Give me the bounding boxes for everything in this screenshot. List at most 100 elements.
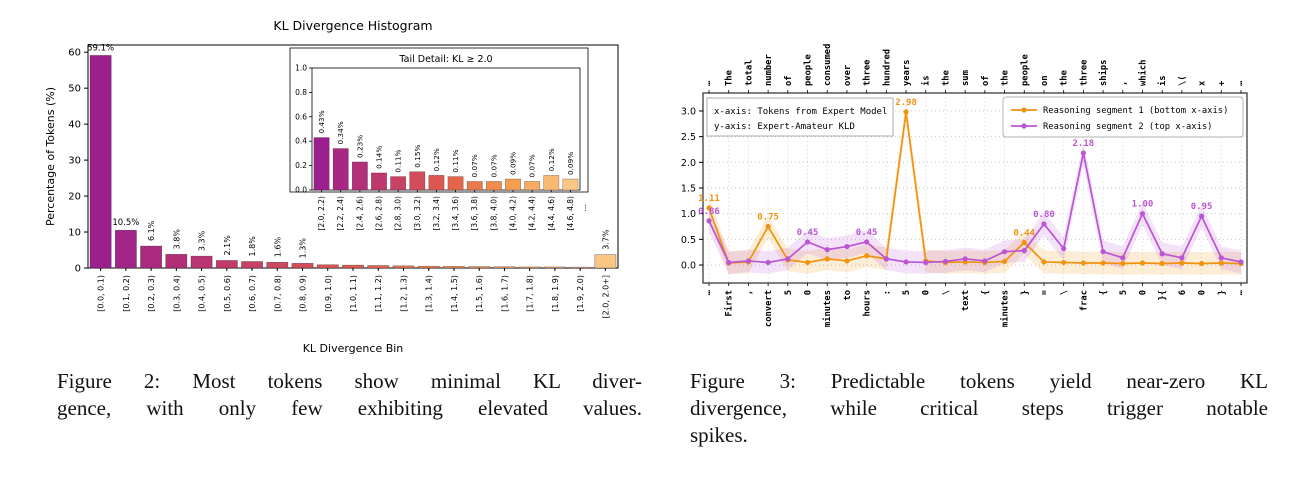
svg-text:0.75: 0.75: [757, 213, 779, 223]
svg-text:1.5: 1.5: [681, 184, 696, 195]
svg-text:0: 0: [804, 290, 814, 295]
svg-text:minutes: minutes: [1000, 290, 1011, 327]
svg-text:0.15%: 0.15%: [413, 144, 422, 167]
svg-text:0.95: 0.95: [1191, 202, 1213, 212]
svg-text:0: 0: [1138, 290, 1148, 295]
svg-text:KL Divergence Bin: KL Divergence Bin: [303, 342, 404, 355]
svg-text:30: 30: [68, 156, 81, 167]
svg-text:text: text: [961, 290, 971, 311]
svg-text:10.5%: 10.5%: [112, 218, 139, 228]
svg-text:5: 5: [1119, 290, 1129, 295]
svg-text:number: number: [764, 54, 774, 86]
legend: Reasoning segment 1 (bottom x-axis) Reaso…: [1002, 96, 1244, 138]
svg-text:[0.8, 0.9): [0.8, 0.9): [299, 275, 308, 312]
svg-text:of: of: [784, 75, 794, 86]
svg-text:0.09%: 0.09%: [509, 152, 518, 175]
svg-text:[2.4, 2.6): [2.4, 2.6): [355, 196, 364, 231]
svg-text:sum: sum: [961, 70, 971, 86]
svg-text:[3.6, 3.8): [3.6, 3.8): [470, 196, 479, 231]
svg-text:0.12%: 0.12%: [547, 148, 556, 171]
svg-text:hours: hours: [863, 290, 873, 316]
svg-text:+: +: [1217, 81, 1227, 86]
svg-text:[2.8, 3.0): [2.8, 3.0): [394, 196, 403, 231]
svg-text:Reasoning segment 2 (top x-axi: Reasoning segment 2 (top x-axis): [1043, 122, 1212, 132]
svg-text:3.0: 3.0: [681, 106, 696, 117]
svg-text:on: on: [1040, 75, 1050, 86]
svg-text:,: ,: [1119, 81, 1129, 86]
svg-text:}{: }{: [1158, 290, 1168, 301]
point-labels: 1.11 0.75 2.98 0.44 0.86 0.45 0.45 0.80 2.18 1.00…: [698, 98, 1212, 238]
svg-text:[1.3, 1.4): [1.3, 1.4): [425, 275, 434, 312]
svg-text:40: 40: [68, 120, 81, 131]
svg-text:minutes: minutes: [822, 290, 833, 327]
svg-text:is: is: [921, 75, 932, 86]
svg-text:0.14%: 0.14%: [375, 146, 384, 169]
svg-text:Reasoning segment 1 (bottom x-: Reasoning segment 1 (bottom x-axis): [1043, 106, 1228, 116]
kl-divergence-histogram-chart: KL Divergence Histogram 0 10 20 30 40 50 60 Perc…: [44, 18, 619, 355]
svg-text:consumed: consumed: [823, 44, 833, 86]
svg-text:0.5: 0.5: [681, 235, 696, 246]
svg-text:0.11%: 0.11%: [394, 149, 403, 172]
svg-text:0.23%: 0.23%: [355, 135, 364, 158]
svg-text:[0.2, 0.3): [0.2, 0.3): [147, 275, 156, 312]
svg-text:[1.6, 1.7): [1.6, 1.7): [500, 275, 509, 312]
svg-text:0.86: 0.86: [698, 207, 720, 217]
svg-text:0.0: 0.0: [681, 261, 696, 272]
svg-text:[3.8, 4.0): [3.8, 4.0): [489, 196, 498, 231]
svg-text:2.18: 2.18: [1073, 139, 1095, 149]
svg-text:[4.4, 4.6): [4.4, 4.6): [547, 196, 556, 231]
svg-text:0.11%: 0.11%: [451, 149, 460, 172]
svg-text:0.07%: 0.07%: [470, 154, 479, 177]
svg-text:three: three: [1079, 60, 1089, 86]
svg-text:,: ,: [744, 290, 754, 295]
svg-text:[1.7, 1.8): [1.7, 1.8): [526, 275, 535, 312]
svg-text:0.12%: 0.12%: [432, 148, 441, 171]
svg-text:3.3%: 3.3%: [198, 230, 207, 251]
y-axis: 0 10 20 30 40 50 60: [68, 48, 88, 275]
svg-text:1.3%: 1.3%: [299, 238, 308, 259]
svg-text:59.1%: 59.1%: [87, 43, 114, 53]
svg-text:y-axis: Expert-Amateur KLD: y-axis: Expert-Amateur KLD: [714, 122, 855, 132]
svg-text:[2.0, 2.2): [2.0, 2.2): [317, 196, 326, 231]
svg-text:0.0: 0.0: [295, 186, 307, 195]
svg-text:0.09%: 0.09%: [566, 152, 575, 175]
svg-text:5: 5: [902, 290, 912, 295]
svg-text:10: 10: [68, 228, 81, 239]
svg-text:[1.1, 1.2): [1.1, 1.2): [374, 275, 383, 312]
svg-text:ships: ships: [1098, 60, 1109, 86]
svg-text:[1.5, 1.6): [1.5, 1.6): [475, 275, 484, 312]
svg-text:[2.2, 2.4): [2.2, 2.4): [336, 196, 345, 231]
svg-text:is: is: [1157, 75, 1168, 86]
svg-text:[0.4, 0.5): [0.4, 0.5): [198, 275, 207, 312]
svg-text:2.0: 2.0: [681, 158, 696, 169]
grid: [703, 93, 1247, 283]
series-2: [706, 150, 1244, 266]
svg-text:6: 6: [1178, 290, 1188, 295]
caption-line: spikes.: [690, 423, 748, 447]
svg-text:0.43%: 0.43%: [317, 110, 326, 133]
svg-text:the: the: [1060, 70, 1070, 86]
svg-text:x-axis: Tokens from Expert Mod: x-axis: Tokens from Expert Model: [714, 107, 887, 117]
svg-text:the: the: [1001, 70, 1011, 86]
svg-text:0.6: 0.6: [295, 112, 307, 121]
svg-text:2.1%: 2.1%: [223, 235, 232, 256]
svg-text:of: of: [981, 75, 991, 86]
svg-text:0.80: 0.80: [1033, 210, 1055, 220]
svg-text:⋯: ⋯: [581, 204, 590, 212]
svg-text:0.44: 0.44: [1013, 228, 1035, 238]
svg-text:0.4: 0.4: [295, 137, 307, 146]
svg-text:[1.0, 1.1): [1.0, 1.1): [349, 275, 358, 312]
svg-text:The: The: [725, 70, 735, 86]
svg-text:[3.2, 3.4): [3.2, 3.4): [432, 196, 441, 231]
svg-text:0.8: 0.8: [295, 88, 307, 97]
svg-text:0: 0: [1198, 290, 1208, 295]
svg-text:⋯: ⋯: [705, 80, 715, 86]
svg-text:[3.0, 3.2): [3.0, 3.2): [413, 196, 422, 231]
caption-line: Figure 3: Predictable tokens yield near-…: [690, 369, 1268, 393]
token-axes: ⋯ ⋯ First The, total convert number 5 of 0 people m…: [705, 44, 1247, 327]
svg-text:3.8%: 3.8%: [172, 229, 181, 250]
svg-text:{: {: [981, 290, 991, 295]
svg-text:total: total: [744, 60, 754, 86]
x-axis-label: KL Divergence Bin: [303, 342, 404, 355]
